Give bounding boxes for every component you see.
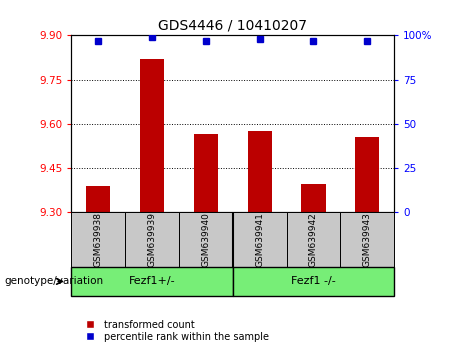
Bar: [248, 131, 272, 212]
Bar: [71, 212, 125, 267]
Text: GSM639941: GSM639941: [255, 212, 264, 267]
Bar: [71, 267, 233, 296]
Bar: [355, 137, 379, 212]
Text: GSM639942: GSM639942: [309, 212, 318, 267]
Text: GSM639943: GSM639943: [363, 212, 372, 267]
Bar: [125, 212, 179, 267]
Bar: [287, 212, 340, 267]
Bar: [179, 212, 233, 267]
Bar: [301, 184, 325, 212]
Text: GSM639938: GSM639938: [94, 212, 103, 267]
Bar: [233, 267, 394, 296]
Bar: [140, 59, 164, 212]
Text: Fezf1+/-: Fezf1+/-: [129, 276, 176, 286]
Legend: transformed count, percentile rank within the sample: transformed count, percentile rank withi…: [77, 316, 272, 346]
Text: genotype/variation: genotype/variation: [5, 276, 104, 286]
Bar: [340, 212, 394, 267]
Bar: [86, 186, 111, 212]
Text: GSM639940: GSM639940: [201, 212, 210, 267]
Text: GSM639939: GSM639939: [148, 212, 157, 267]
Text: Fezf1 -/-: Fezf1 -/-: [291, 276, 336, 286]
Title: GDS4446 / 10410207: GDS4446 / 10410207: [158, 19, 307, 33]
Bar: [233, 212, 287, 267]
Bar: [194, 134, 218, 212]
